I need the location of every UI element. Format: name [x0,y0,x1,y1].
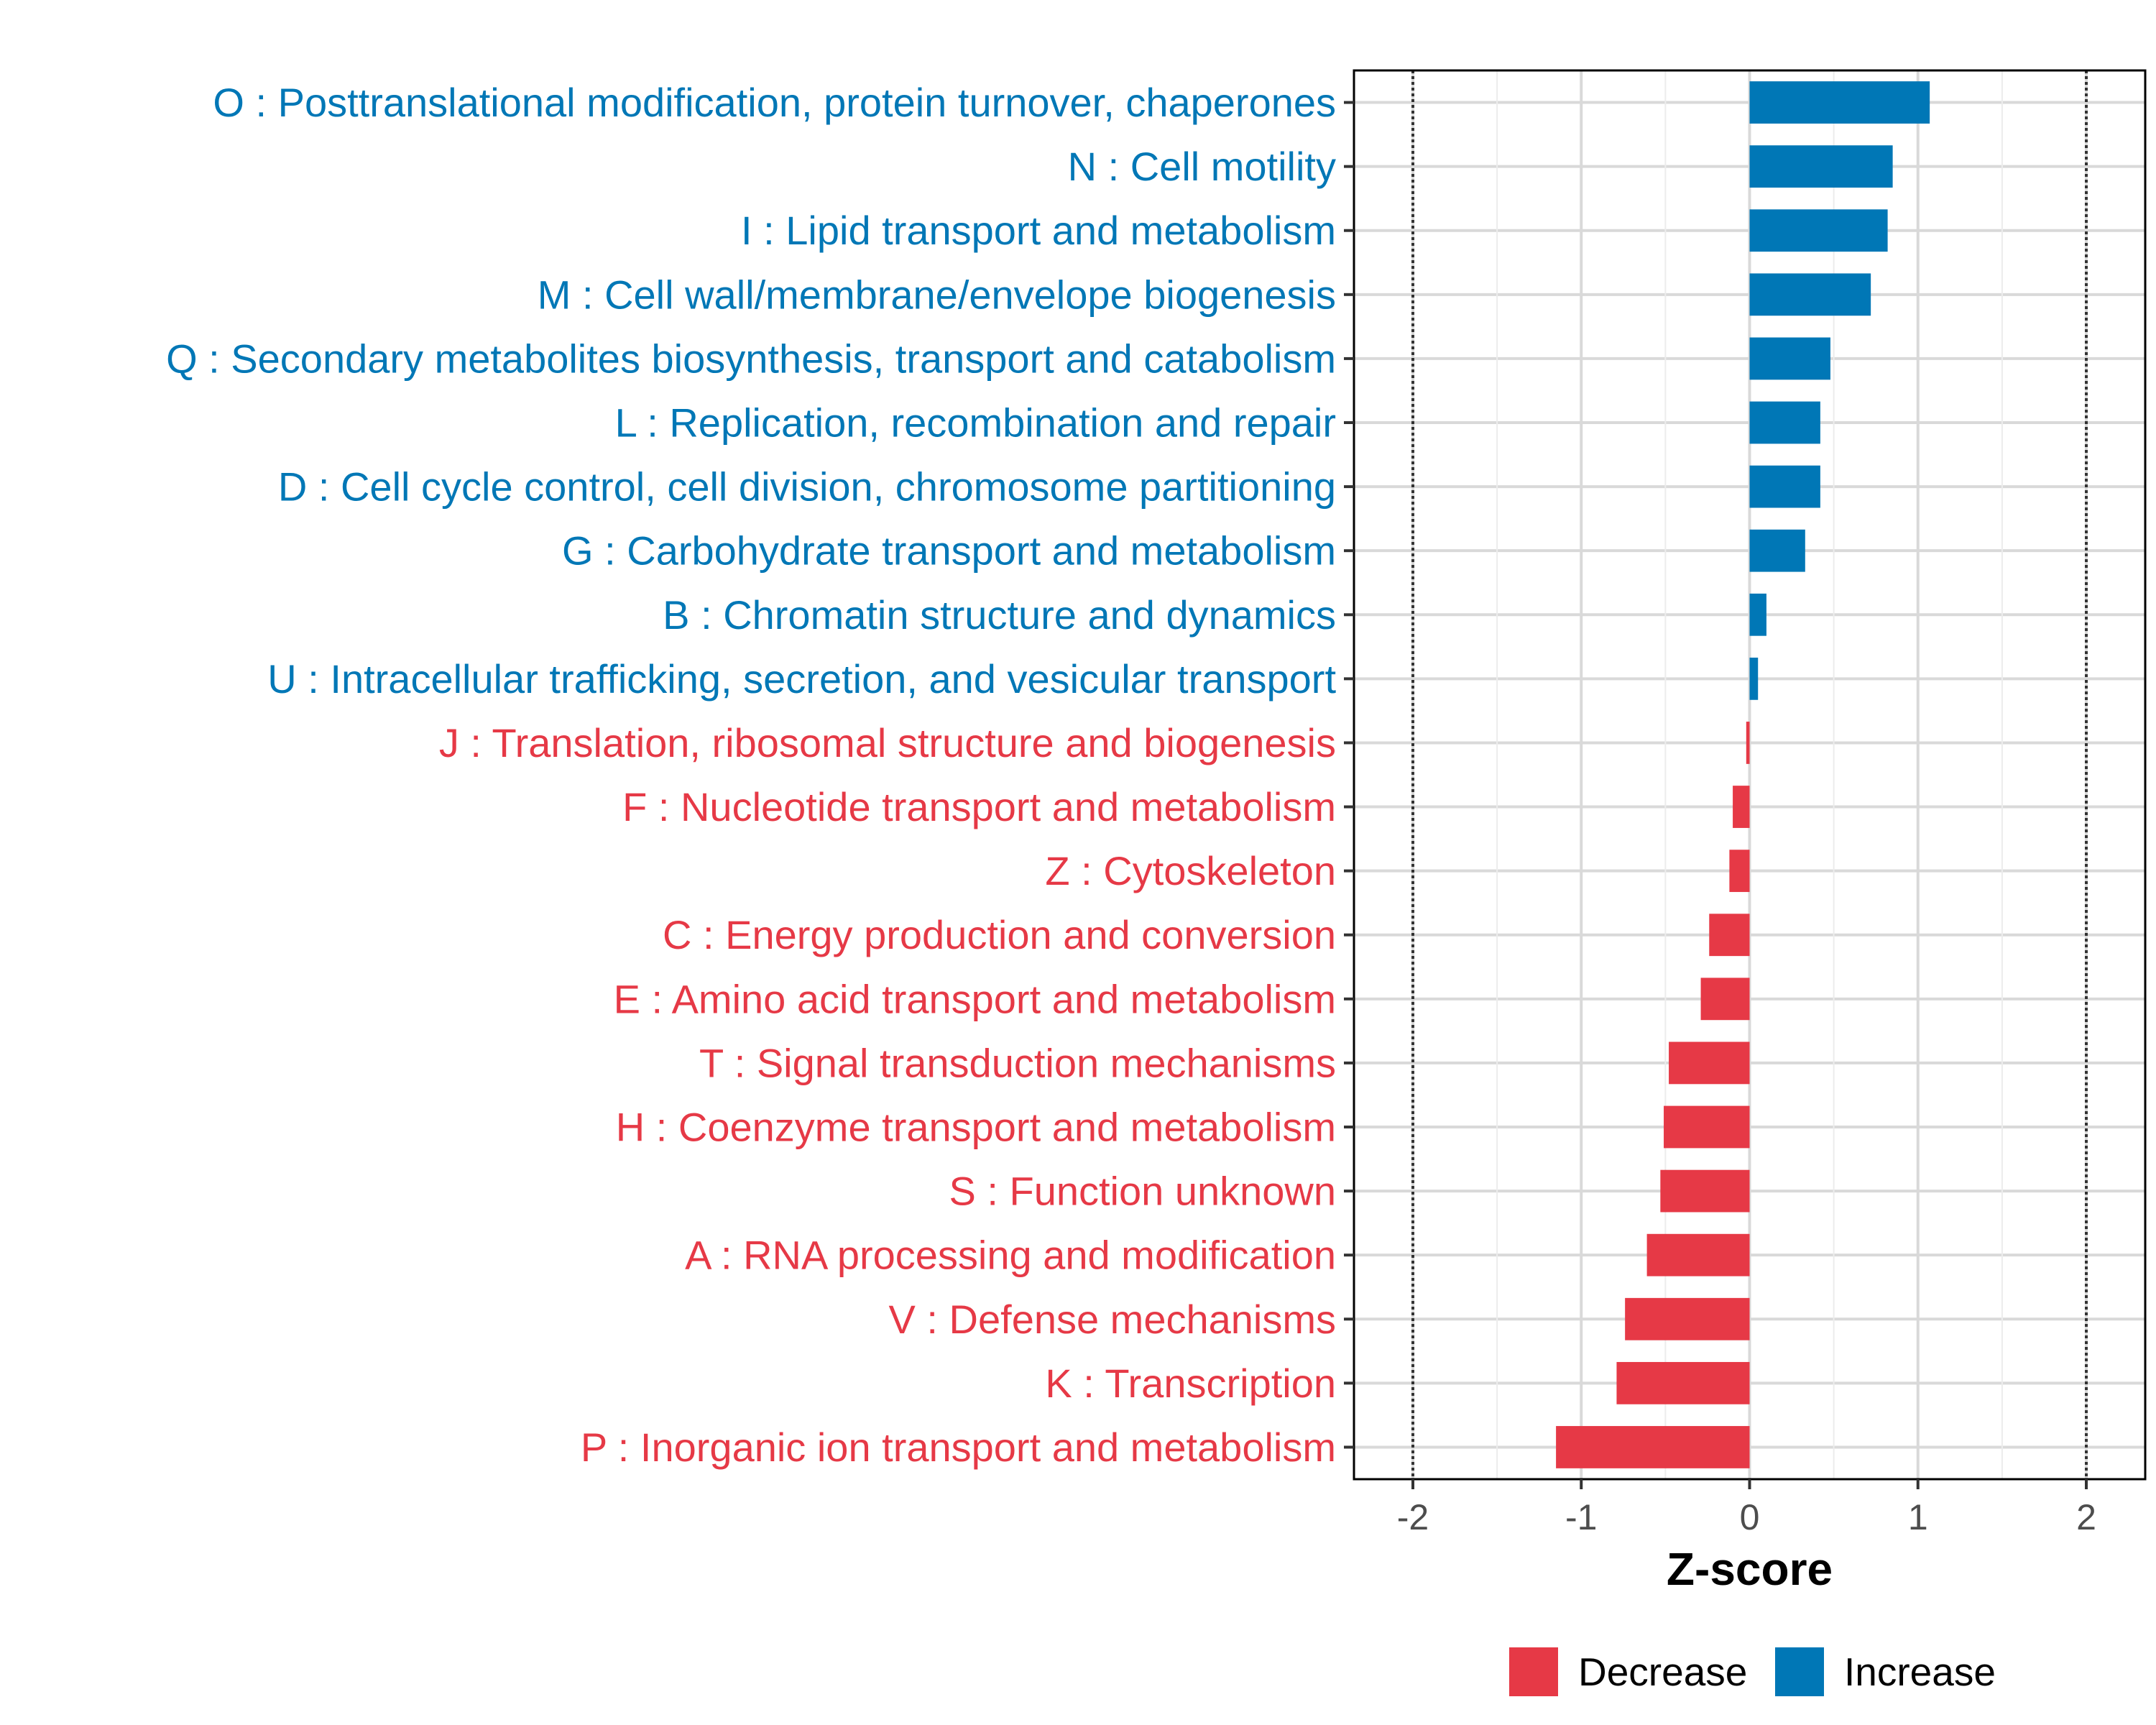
category-label: O : Posttranslational modification, prot… [213,80,1336,125]
x-axis-ticks [1411,1479,2088,1489]
category-label: G : Carbohydrate transport and metabolis… [562,528,1336,574]
legend-swatch-decrease [1509,1647,1558,1696]
category-label: S : Function unknown [949,1169,1336,1214]
category-label: B : Chromatin structure and dynamics [663,592,1336,638]
bar-increase [1749,337,1830,380]
x-tick-label: 1 [1908,1497,1928,1537]
bar-decrease [1669,1041,1750,1085]
x-tick-label: 0 [1740,1497,1760,1537]
category-label: L : Replication, recombination and repai… [615,400,1336,446]
x-tick-label: -1 [1565,1497,1597,1537]
bar-increase [1749,465,1820,508]
bar-increase [1749,529,1805,572]
category-label: K : Transcription [1045,1361,1336,1406]
bar-increase [1749,145,1893,188]
bar-decrease [1746,722,1750,764]
bar-increase [1749,81,1930,124]
category-label: Z : Cytoskeleton [1045,848,1336,893]
category-label: M : Cell wall/membrane/envelope biogenes… [538,272,1336,317]
bar-decrease [1729,850,1750,893]
bar-increase [1749,593,1766,636]
x-axis-labels: -2 -1 0 1 2 [1397,1497,2096,1537]
bar-decrease [1625,1297,1750,1340]
x-axis-title: Z-score [1667,1543,1833,1595]
category-label: F : Nucleotide transport and metabolism [622,784,1336,829]
bar-decrease [1556,1426,1750,1468]
category-label: H : Coenzyme transport and metabolism [616,1105,1336,1150]
bar-decrease [1660,1169,1750,1213]
bar-decrease [1709,914,1750,957]
category-label: V : Defense mechanisms [889,1297,1336,1342]
bar-decrease [1700,978,1750,1021]
legend-label-increase: Increase [1844,1650,1996,1694]
bar-decrease [1616,1361,1750,1404]
bar-decrease [1664,1105,1750,1149]
category-label: E : Amino acid transport and metabolism [614,976,1336,1021]
category-label: D : Cell cycle control, cell division, c… [278,464,1336,510]
legend: Decrease Increase [1509,1647,1996,1696]
x-tick-label: 2 [2076,1497,2096,1537]
category-label: N : Cell motility [1068,144,1336,189]
bar-decrease [1733,786,1750,828]
bar-increase [1749,401,1820,444]
category-label: A : RNA processing and modification [685,1233,1336,1278]
bar-increase [1749,209,1888,252]
legend-swatch-increase [1775,1647,1824,1696]
y-axis-ticks [1344,101,1354,1449]
y-axis-labels: O : Posttranslational modification, prot… [166,80,1336,1470]
x-tick-label: -2 [1397,1497,1429,1537]
bars [1556,81,1930,1468]
category-label: U : Intracellular trafficking, secretion… [267,656,1336,702]
category-label: J : Translation, ribosomal structure and… [439,720,1336,765]
category-label: Q : Secondary metabolites biosynthesis, … [166,336,1336,381]
bar-increase [1749,273,1871,316]
bar-increase [1749,657,1759,700]
reference-lines [1411,70,2088,1479]
category-label: C : Energy production and conversion [663,912,1336,957]
category-label: I : Lipid transport and metabolism [741,208,1336,253]
category-label: T : Signal transduction mechanisms [699,1040,1336,1085]
bar-decrease [1646,1233,1750,1276]
category-label: P : Inorganic ion transport and metaboli… [581,1425,1336,1470]
legend-label-decrease: Decrease [1578,1650,1747,1694]
